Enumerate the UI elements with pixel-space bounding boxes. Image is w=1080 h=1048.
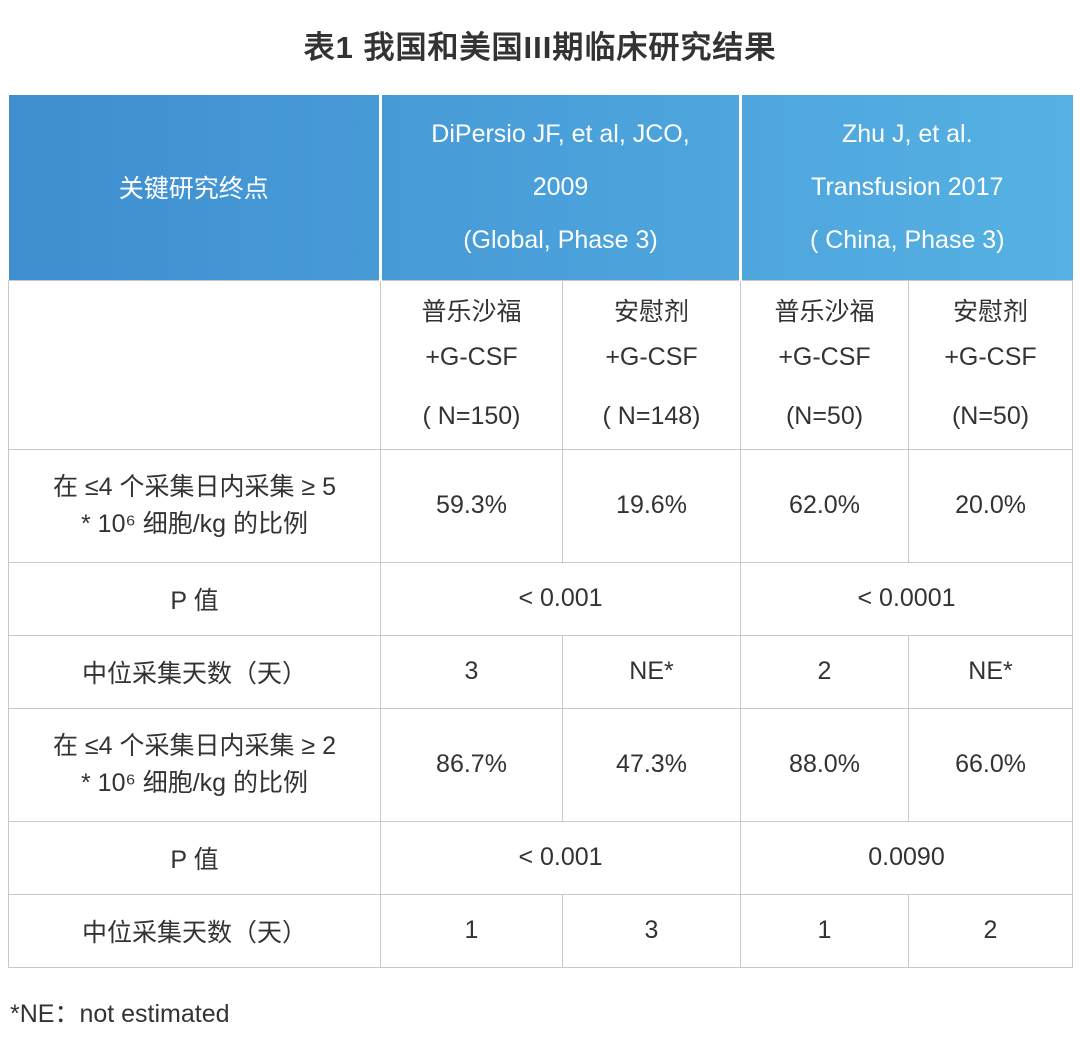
study-header-line: Zhu J, et al. (841, 119, 973, 148)
arm-header-line: 普乐沙福 (774, 298, 875, 326)
study-header-row: 关键研究终点 DiPersio JF, et al, JCO, 2009 (Gl… (8, 95, 1073, 280)
value-cell: 66.0% (907, 707, 1074, 822)
value-cell: 1 (740, 893, 909, 968)
column-header-study-china: Zhu J, et al. Transfusion 2017 ( China, … (738, 95, 1073, 280)
value-cell: NE* (907, 634, 1074, 709)
column-header-endpoint: 关键研究终点 (118, 175, 269, 204)
arm-header-line: 安慰剂 (613, 298, 689, 326)
table-row-collection-ge2: 在 ≤4 个采集日内采集 ≥ 2 * 10⁶ 细胞/kg 的比例 86.7% 4… (8, 707, 1074, 822)
value-cell: 88.0% (740, 707, 909, 822)
empty-corner-cell (8, 279, 381, 450)
table-body: 在 ≤4 个采集日内采集 ≥ 5 * 10⁶ 细胞/kg 的比例 59.3% 1… (8, 448, 1074, 968)
value-cell: 3 (562, 893, 741, 968)
arm-header-line: +G-CSF (425, 343, 518, 371)
table-row-median-days-1: 中位采集天数（天） 3 NE* 2 NE* (8, 634, 1074, 709)
value-cell-merged: < 0.0001 (739, 561, 1074, 636)
arm-header-line: +G-CSF (944, 343, 1037, 371)
column-header-study-global: DiPersio JF, et al, JCO, 2009 (Global, P… (379, 95, 741, 280)
arm-header-n: (N=50) (785, 402, 864, 430)
value-cell: 1 (380, 893, 563, 968)
value-cell: 86.7% (380, 707, 563, 822)
value-cell: 2 (740, 634, 909, 709)
row-label-line: * 10⁶ 细胞/kg 的比例 (80, 509, 308, 538)
arm-header-line: 普乐沙福 (421, 298, 522, 326)
table-row-collection-ge5: 在 ≤4 个采集日内采集 ≥ 5 * 10⁶ 细胞/kg 的比例 59.3% 1… (8, 448, 1074, 563)
value-cell: 19.6% (562, 448, 741, 563)
table-row-pvalue-1: P 值 < 0.001 < 0.0001 (8, 561, 1074, 636)
study-header-line: 2009 (532, 172, 589, 201)
value-cell: 3 (380, 634, 563, 709)
value-cell: NE* (562, 634, 741, 709)
value-cell-merged: 0.0090 (739, 820, 1074, 895)
table-row-median-days-2: 中位采集天数（天） 1 3 1 2 (8, 893, 1074, 968)
clinical-results-table: 关键研究终点 DiPersio JF, et al, JCO, 2009 (Gl… (8, 95, 1074, 968)
row-label-line: 在 ≤4 个采集日内采集 ≥ 5 (52, 472, 337, 501)
arm-header-n: ( N=148) (602, 402, 701, 430)
value-cell: 62.0% (740, 448, 909, 563)
column-header-plerixafor-global: 普乐沙福 +G-CSF ( N=150) (380, 279, 563, 450)
row-label: P 值 (8, 820, 381, 895)
table-row-pvalue-2: P 值 < 0.001 0.0090 (8, 820, 1074, 895)
arm-header-n: ( N=150) (422, 402, 521, 430)
arm-header-line: 安慰剂 (953, 298, 1029, 326)
column-header-placebo-china: 安慰剂 +G-CSF (N=50) (907, 279, 1074, 450)
value-cell: 47.3% (562, 707, 741, 822)
value-cell: 2 (907, 893, 1074, 968)
row-label: 在 ≤4 个采集日内采集 ≥ 2 * 10⁶ 细胞/kg 的比例 (8, 707, 381, 822)
table-header: 关键研究终点 DiPersio JF, et al, JCO, 2009 (Gl… (8, 95, 1074, 450)
arm-header-row: 普乐沙福 +G-CSF ( N=150) 安慰剂 +G-CSF ( N=148)… (8, 279, 1074, 450)
study-header-line: DiPersio JF, et al, JCO, (431, 119, 690, 148)
column-header-placebo-global: 安慰剂 +G-CSF ( N=148) (562, 279, 741, 450)
arm-header-line: +G-CSF (605, 343, 698, 371)
study-header-line: Transfusion 2017 (811, 172, 1004, 201)
row-label-line: * 10⁶ 细胞/kg 的比例 (80, 768, 308, 797)
page-title: 表1 我国和美国III期临床研究结果 (303, 30, 777, 65)
value-cell-merged: < 0.001 (380, 561, 741, 636)
arm-header-n: (N=50) (951, 402, 1030, 430)
row-label-line: 在 ≤4 个采集日内采集 ≥ 2 (52, 731, 337, 760)
row-label: 中位采集天数（天） (8, 893, 381, 968)
row-label: 在 ≤4 个采集日内采集 ≥ 5 * 10⁶ 细胞/kg 的比例 (8, 448, 381, 563)
row-label: P 值 (8, 561, 381, 636)
value-cell: 20.0% (907, 448, 1074, 563)
column-header-plerixafor-china: 普乐沙福 +G-CSF (N=50) (740, 279, 909, 450)
row-label: 中位采集天数（天） (8, 634, 381, 709)
arm-header-line: +G-CSF (778, 343, 871, 371)
footnote: *NE：not estimated (10, 999, 230, 1028)
study-header-line: (Global, Phase 3) (463, 225, 658, 254)
study-header-line: ( China, Phase 3) (809, 225, 1005, 254)
value-cell: 59.3% (380, 448, 563, 563)
value-cell-merged: < 0.001 (380, 820, 741, 895)
